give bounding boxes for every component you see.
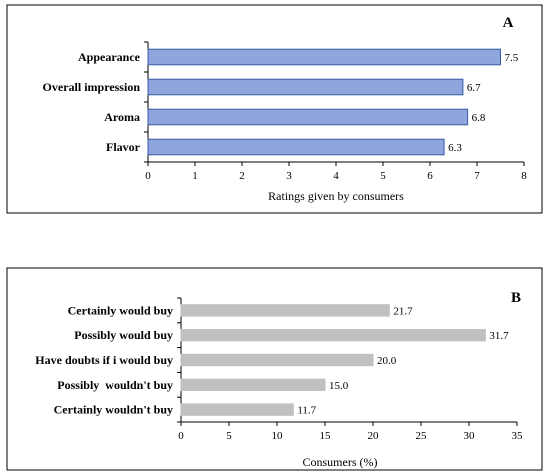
category-label: Possibly wouldn't buy — [57, 378, 173, 392]
x-tick-label: 10 — [272, 430, 284, 442]
x-tick-label: 30 — [464, 430, 476, 442]
data-label: 11.7 — [297, 405, 316, 417]
x-tick-label: 15 — [320, 430, 332, 442]
category-label: Appearance — [78, 50, 141, 64]
x-tick-label: 8 — [521, 170, 527, 182]
data-label: 6.7 — [467, 82, 481, 94]
bar — [147, 108, 469, 126]
x-tick-label: 4 — [333, 170, 339, 182]
x-tick-label: 2 — [239, 170, 245, 182]
x-tick-label: 6 — [427, 170, 433, 182]
category-label: Possibly would buy — [74, 328, 173, 342]
x-tick-label: 0 — [145, 170, 151, 182]
data-label: 6.3 — [448, 142, 462, 154]
category-label: Certainly wouldn't buy — [54, 403, 173, 417]
category-label: Flavor — [106, 140, 141, 154]
panel-b-label: B — [511, 290, 521, 306]
bar — [180, 378, 326, 392]
data-label: 21.7 — [393, 305, 413, 317]
panel-a-x-axis-title: Ratings given by consumers — [268, 189, 404, 203]
x-tick-label: 20 — [368, 430, 380, 442]
bar — [147, 78, 464, 96]
bar — [180, 328, 486, 342]
category-label: Overall impression — [43, 80, 141, 94]
x-tick-label: 5 — [380, 170, 386, 182]
category-label: Aroma — [104, 110, 140, 124]
x-tick-label: 25 — [416, 430, 428, 442]
x-tick-label: 0 — [178, 430, 184, 442]
x-tick-label: 7 — [474, 170, 480, 182]
x-tick-label: 35 — [512, 430, 524, 442]
panel-a-label: A — [503, 15, 514, 31]
bar — [147, 138, 445, 156]
panel-a-plot: 0 1 2 3 4 5 6 7 8 Appearance 7.5 Overall impression… — [43, 41, 527, 182]
bar — [147, 48, 501, 66]
panel-b-x-axis-title: Consumers (%) — [303, 455, 378, 469]
data-label: 20.0 — [377, 355, 397, 367]
category-label: Certainly would buy — [68, 303, 173, 317]
x-tick-label: 5 — [226, 430, 232, 442]
category-label: Have doubts if i would buy — [35, 353, 173, 367]
x-tick-label: 1 — [192, 170, 198, 182]
bar — [180, 353, 374, 367]
panel-b-plot: 0 5 10 15 20 25 30 35 Certainly would buy 21.7 Pos… — [35, 297, 524, 442]
data-label: 6.8 — [472, 112, 486, 124]
bar — [180, 403, 294, 416]
panel-a-frame — [6, 4, 543, 214]
data-label: 7.5 — [505, 52, 519, 64]
panel-b-frame — [6, 267, 543, 471]
x-tick-label: 3 — [286, 170, 292, 182]
data-label: 31.7 — [489, 330, 509, 342]
data-label: 15.0 — [329, 380, 349, 392]
bar — [180, 304, 390, 317]
